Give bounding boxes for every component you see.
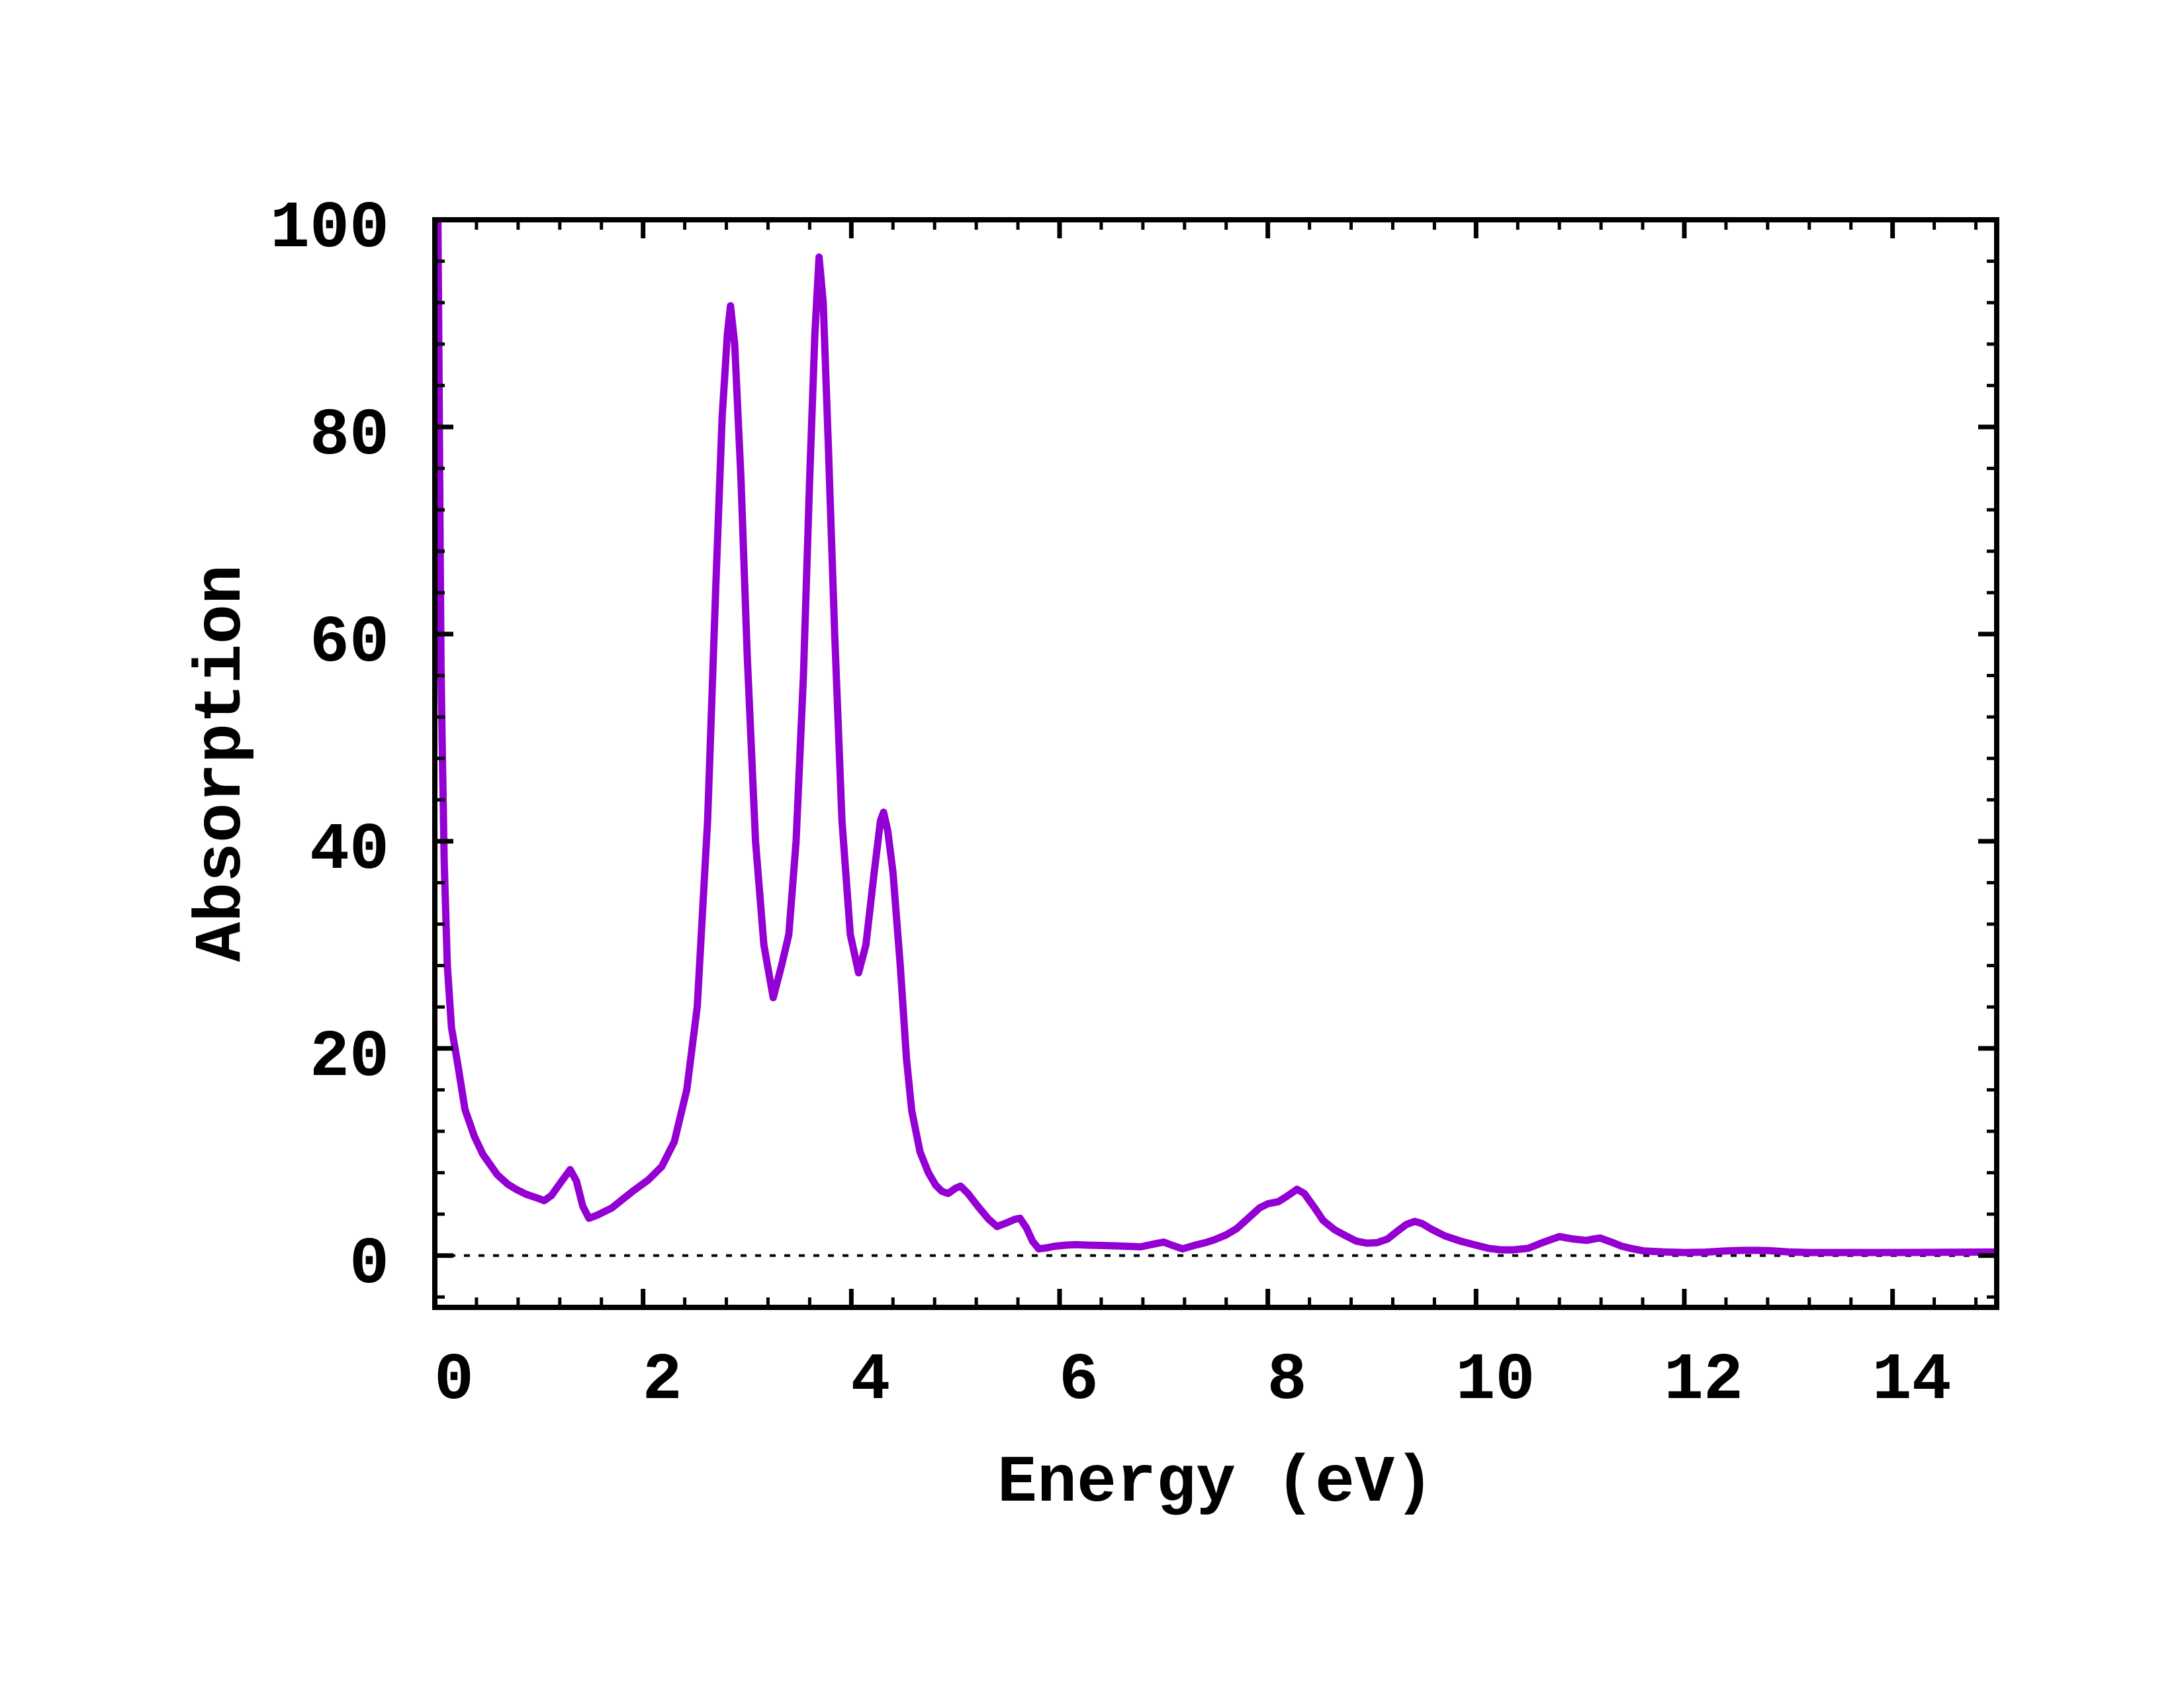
y-tick-label-0: 0 bbox=[349, 1228, 389, 1303]
series-line-absorption-spectrum bbox=[436, 221, 1995, 1256]
x-tick-label-2: 2 bbox=[643, 1344, 682, 1419]
x-tick-label-4: 4 bbox=[850, 1344, 890, 1419]
x-tick-label-14: 14 bbox=[1872, 1344, 1952, 1419]
y-tick-label-40: 40 bbox=[310, 814, 389, 888]
y-tick-label-20: 20 bbox=[310, 1021, 389, 1096]
y-tick-label-80: 80 bbox=[310, 399, 389, 474]
plot-border bbox=[432, 217, 1999, 1310]
y-tick-label-60: 60 bbox=[310, 606, 389, 681]
x-tick-label-0: 0 bbox=[434, 1344, 474, 1419]
x-tick-label-6: 6 bbox=[1059, 1344, 1099, 1419]
x-tick-label-8: 8 bbox=[1267, 1344, 1307, 1419]
x-axis-title: Energy (eV) bbox=[997, 1446, 1435, 1521]
y-tick-label-100: 100 bbox=[270, 192, 389, 267]
x-tick-label-12: 12 bbox=[1664, 1344, 1743, 1419]
x-tick-label-10: 10 bbox=[1455, 1344, 1535, 1419]
y-axis-title: Absorption bbox=[185, 564, 260, 962]
